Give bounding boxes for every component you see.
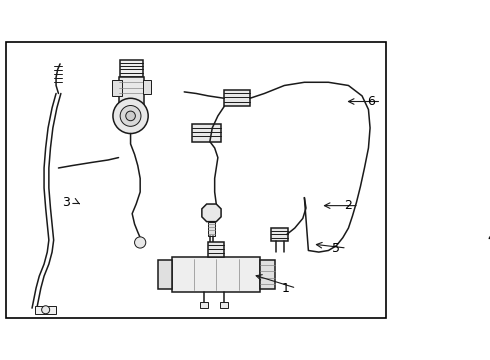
Bar [208, 243, 224, 257]
Circle shape [135, 237, 146, 248]
Circle shape [126, 111, 135, 121]
Circle shape [42, 306, 49, 314]
Circle shape [120, 105, 141, 126]
Bar [119, 77, 144, 113]
Circle shape [113, 98, 148, 134]
Bar [158, 260, 172, 289]
Text: 4: 4 [487, 231, 490, 244]
Bar [112, 80, 122, 96]
Bar [224, 90, 250, 106]
Text: 1: 1 [282, 282, 290, 294]
Bar [192, 124, 221, 141]
Bar [143, 80, 150, 94]
Bar [260, 260, 275, 289]
Polygon shape [202, 204, 221, 222]
Bar [271, 228, 288, 241]
Bar [172, 257, 260, 292]
Bar [220, 302, 228, 308]
Text: 5: 5 [332, 242, 341, 255]
Text: 2: 2 [344, 199, 352, 212]
Text: 6: 6 [367, 95, 375, 108]
Text: 3: 3 [63, 196, 71, 209]
Bar [120, 60, 143, 77]
Bar [208, 222, 215, 236]
Bar [35, 306, 56, 314]
Bar [200, 302, 208, 308]
